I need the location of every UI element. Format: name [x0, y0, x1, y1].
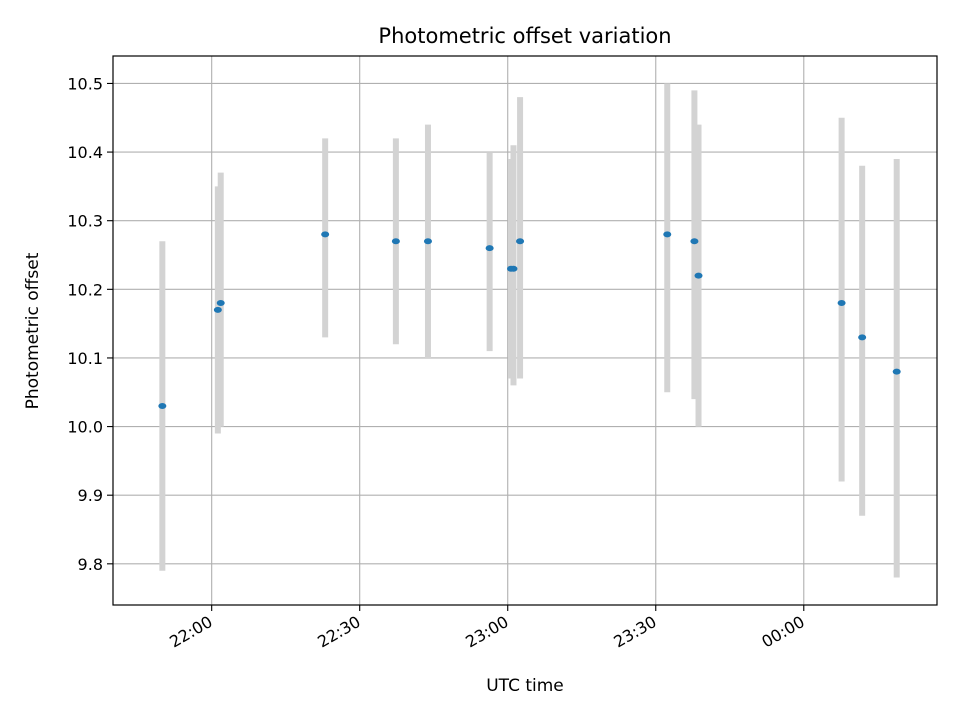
data-point	[858, 334, 867, 341]
data-point	[213, 306, 222, 313]
data-point	[892, 368, 901, 375]
y-tick-label: 9.8	[78, 555, 103, 574]
x-tick-label: 23:00	[462, 612, 511, 652]
data-point	[516, 238, 525, 245]
x-tick-label: 23:30	[610, 612, 659, 652]
y-axis-label: Photometric offset	[23, 252, 43, 409]
data-point	[216, 300, 225, 307]
x-tick-label: 00:00	[758, 612, 807, 652]
data-point	[158, 402, 167, 409]
data-point	[690, 238, 699, 245]
x-axis-label: UTC time	[486, 676, 564, 696]
plot-frame	[112, 55, 938, 606]
y-tick-label: 10.2	[67, 280, 103, 299]
y-tick-label: 9.9	[78, 486, 103, 505]
data-point	[391, 238, 400, 245]
data-point	[423, 238, 432, 245]
y-tick-label: 10.1	[67, 349, 103, 368]
y-tick-label: 10.0	[67, 418, 103, 437]
error-bars	[159, 83, 900, 578]
x-tick-label: 22:00	[166, 612, 215, 652]
data-point	[837, 300, 846, 307]
data-point	[694, 272, 703, 279]
grid	[113, 56, 937, 605]
x-tick-label: 22:30	[314, 612, 363, 652]
y-tick-label: 10.4	[67, 143, 103, 162]
y-tick-label: 10.3	[67, 212, 103, 231]
data-point	[485, 245, 494, 252]
data-point	[321, 231, 330, 238]
data-point	[509, 265, 518, 272]
chart-title: Photometric offset variation	[378, 24, 671, 48]
data-points	[158, 231, 901, 409]
data-point	[663, 231, 672, 238]
y-tick-label: 10.5	[67, 74, 103, 93]
